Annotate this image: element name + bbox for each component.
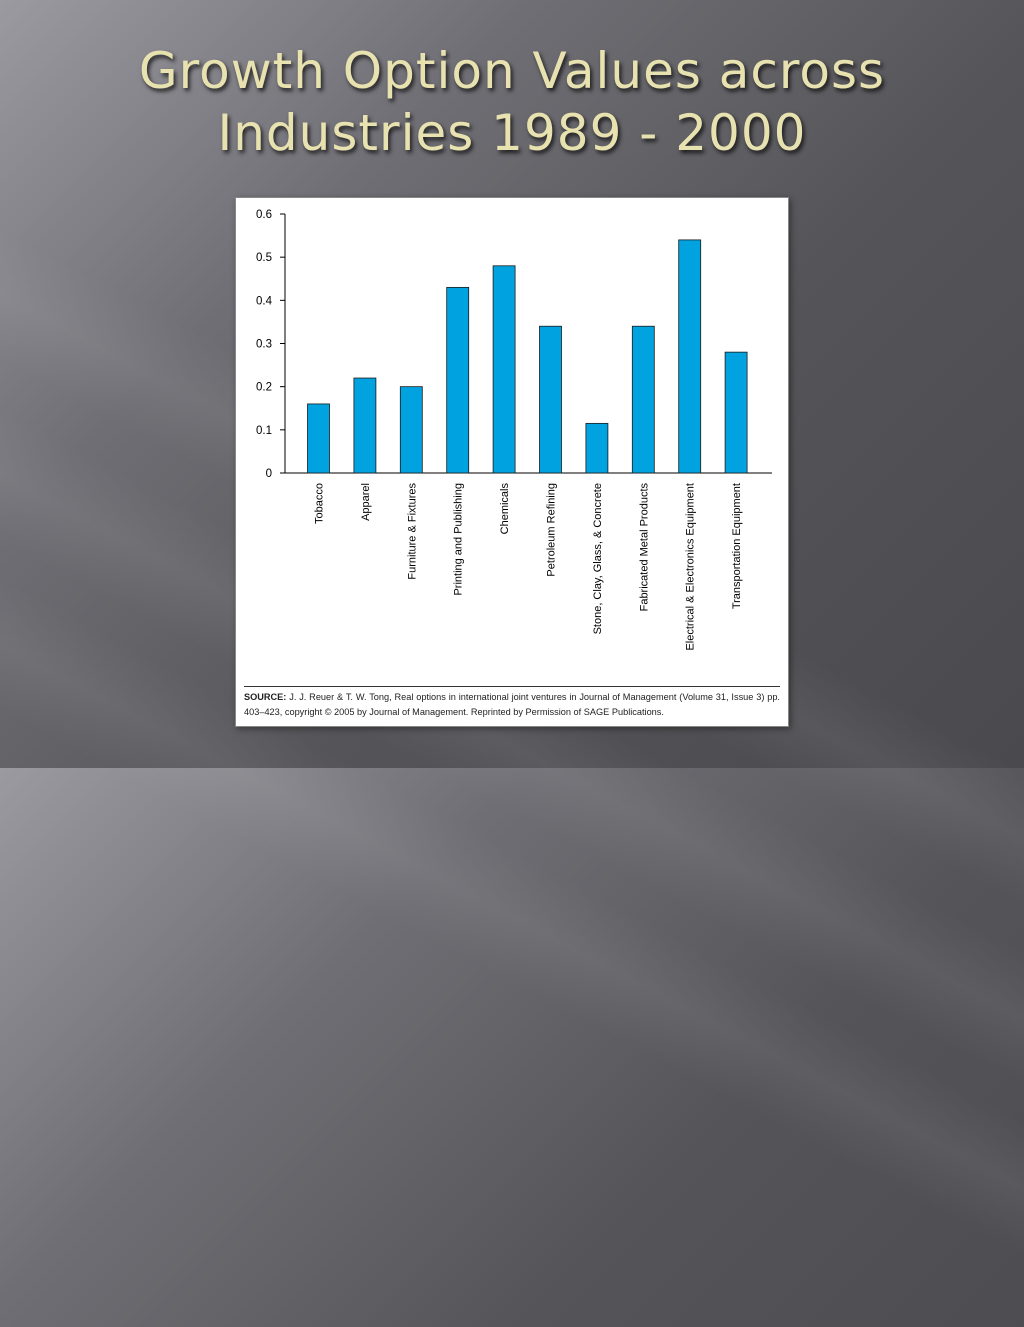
y-tick-label: 0.1: [256, 425, 272, 437]
bar-9: [678, 239, 702, 474]
bar-3: [399, 386, 423, 474]
slide-title: Growth Option Values across Industries 1…: [0, 40, 1024, 164]
bar-7: [585, 422, 609, 474]
source-divider: [244, 686, 780, 687]
y-tick-label: 0.5: [256, 252, 272, 264]
y-tick-label: 0.6: [256, 209, 272, 221]
y-tick-label: 0.4: [256, 295, 273, 307]
category-label: Electrical & Electronics Equipment: [685, 483, 697, 651]
category-label: Stone, Clay, Glass, & Concrete: [592, 483, 604, 634]
category-label: Transportation Equipment: [731, 483, 743, 609]
category-label: Petroleum Refining: [546, 483, 558, 577]
slide-title-line-1: Growth Option Values across: [138, 42, 886, 100]
category-label: Fabricated Metal Products: [638, 483, 650, 612]
y-tick-label: 0: [266, 468, 272, 480]
y-tick-label: 0.3: [256, 339, 272, 351]
bar-6: [539, 325, 562, 474]
category-label: Tobacco: [314, 483, 326, 524]
bar-5: [492, 265, 516, 474]
category-label: Furniture & Fixtures: [406, 483, 418, 580]
slide-title-line-2: Industries 1989 - 2000: [217, 104, 807, 162]
bar-8: [631, 325, 655, 474]
bar-10: [724, 351, 748, 474]
bar-1: [307, 403, 330, 474]
category-label: Printing and Publishing: [453, 483, 465, 596]
category-label: Apparel: [360, 483, 372, 521]
source-label: SOURCE:: [244, 692, 287, 702]
bar-chart: 0 0.1 0.2 0.3 0.4 0.5 0.6 Tobacco Apparel Furnitu…: [256, 209, 772, 651]
bar-2: [353, 377, 377, 474]
source-note: SOURCE: J. J. Reuer & T. W. Tong, Real o…: [244, 690, 780, 720]
bar-4: [446, 286, 470, 474]
y-tick-label: 0.2: [256, 382, 272, 394]
source-text: J. J. Reuer & T. W. Tong, Real options i…: [244, 692, 780, 717]
chart-figure: 0 0.1 0.2 0.3 0.4 0.5 0.6 Tobacco Apparel Furnitu…: [235, 197, 789, 727]
category-label: Chemicals: [499, 483, 511, 535]
